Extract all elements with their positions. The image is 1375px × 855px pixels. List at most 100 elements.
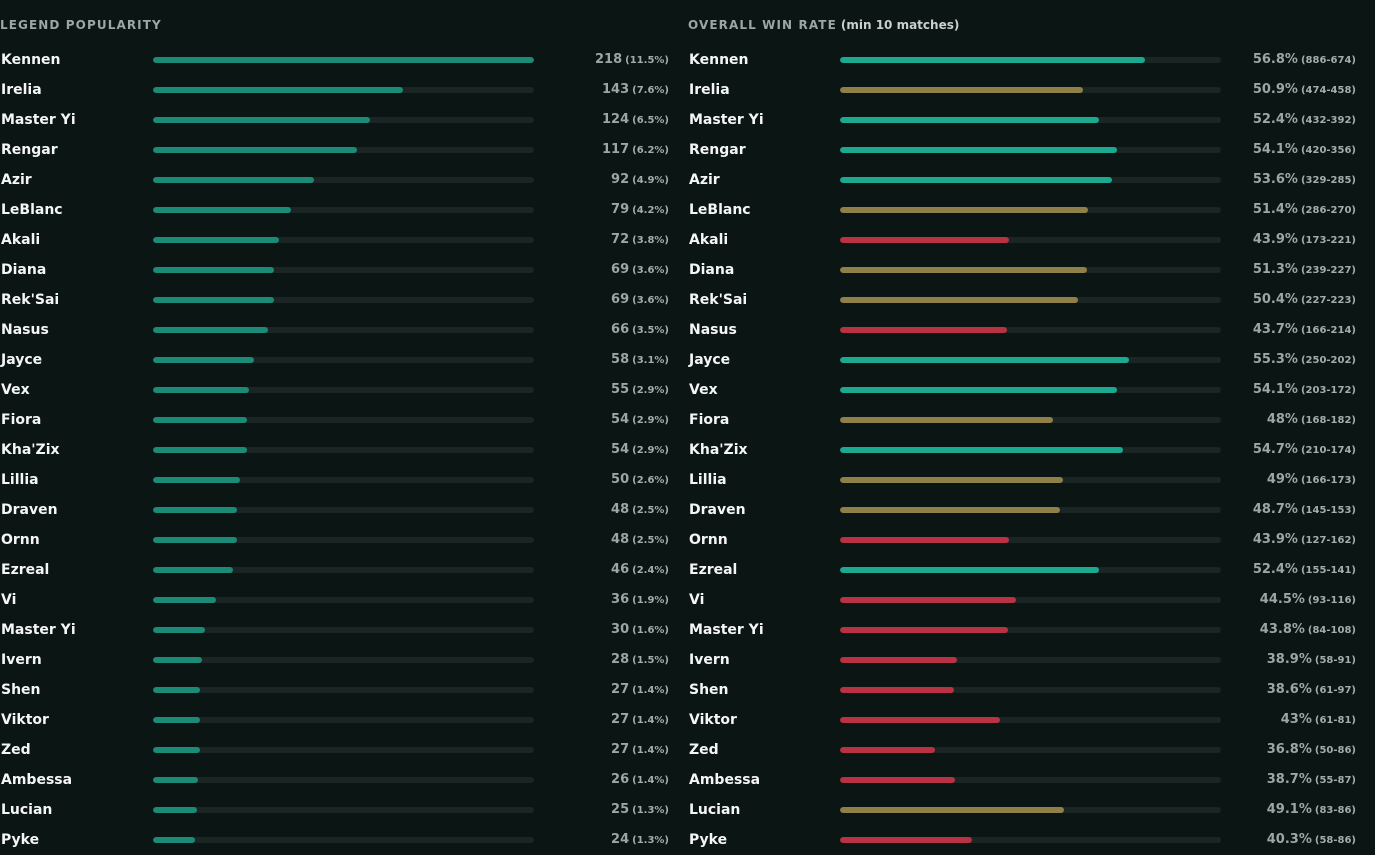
winrate-value: 49.1% (83-86) [1267,801,1356,819]
pick-count: 92 [611,172,630,187]
pick-count: 27 [611,712,630,727]
winrate-bar-track [840,657,1221,663]
legend-name: Irelia [689,82,730,98]
win-rate: 51.3% [1252,262,1298,277]
winrate-value: 38.7% (55-87) [1267,771,1356,789]
popularity-row: Rek'Sai 69 (3.6%) [0,285,675,315]
winrate-bar-track [840,837,1221,843]
win-loss-record: (58-91) [1314,655,1356,666]
popularity-bar-fill [153,387,250,393]
legend-name: LeBlanc [1,202,63,218]
popularity-bar-track [153,447,534,453]
legend-name: Azir [689,172,720,188]
legend-name: Kha'Zix [689,442,748,458]
pick-count: 28 [611,652,630,667]
pick-percent: (2.9%) [632,445,669,456]
pick-count: 54 [611,442,630,457]
winrate-bar-track [840,297,1221,303]
winrate-bar-fill [840,777,955,783]
win-rate: 49.1% [1266,802,1312,817]
popularity-bar-track [153,327,534,333]
pick-count: 30 [611,622,630,637]
popularity-bar-track [153,657,534,663]
winrate-bar-track [840,807,1221,813]
win-rate: 53.6% [1252,172,1298,187]
winrate-bar-fill [840,807,1065,813]
win-loss-record: (50-86) [1314,745,1356,756]
popularity-bar-fill [153,597,216,603]
legend-name: Viktor [689,712,737,728]
popularity-bar-track [153,537,534,543]
legend-name: Lillia [1,472,39,488]
win-rate: 43.9% [1252,532,1298,547]
popularity-bar-fill [153,717,201,723]
popularity-bar-fill [153,777,199,783]
win-rate: 38.7% [1266,772,1312,787]
winrate-bar-fill [840,87,1084,93]
popularity-bar-fill [153,537,237,543]
popularity-row: Ivern 28 (1.5%) [0,645,675,675]
win-rate: 43% [1280,712,1312,727]
popularity-value: 48 (2.5%) [611,531,669,549]
pick-percent: (1.3%) [632,835,669,846]
popularity-list: Kennen 218 (11.5%) Irelia 143 (7.6%) Master Yi… [0,45,675,855]
popularity-bar-fill [153,507,237,513]
winrate-title: OVERALL WIN RATE (min 10 matches) [688,16,959,34]
winrate-row: Jayce 55.3% (250-202) [688,345,1363,375]
pick-percent: (11.5%) [625,55,669,66]
popularity-value: 55 (2.9%) [611,381,669,399]
win-rate: 54.1% [1252,382,1298,397]
popularity-value: 79 (4.2%) [611,201,669,219]
winrate-bar-track [840,747,1221,753]
win-loss-record: (432-392) [1300,115,1356,126]
win-loss-record: (203-172) [1300,385,1356,396]
legend-name: Akali [1,232,41,248]
win-loss-record: (61-81) [1314,715,1356,726]
winrate-value: 55.3% (250-202) [1253,351,1356,369]
winrate-bar-track [840,477,1221,483]
winrate-bar-fill [840,207,1089,213]
legend-name: Nasus [1,322,49,338]
legend-name: Ezreal [689,562,738,578]
pick-percent: (3.5%) [632,325,669,336]
win-loss-record: (286-270) [1300,205,1356,216]
winrate-bar-track [840,357,1221,363]
win-rate: 48.7% [1252,502,1298,517]
popularity-value: 124 (6.5%) [602,111,669,129]
popularity-bar-track [153,417,534,423]
pick-count: 54 [611,412,630,427]
pick-percent: (6.5%) [632,115,669,126]
winrate-value: 54.1% (203-172) [1253,381,1356,399]
pick-count: 25 [611,802,630,817]
popularity-row: Ezreal 46 (2.4%) [0,555,675,585]
popularity-row: Kha'Zix 54 (2.9%) [0,435,675,465]
legend-name: LeBlanc [689,202,751,218]
winrate-row: Lillia 49% (166-173) [688,465,1363,495]
winrate-list: Kennen 56.8% (886-674) Irelia 50.9% (474-458)… [688,45,1363,855]
pick-percent: (3.8%) [632,235,669,246]
win-rate: 44.5% [1259,592,1305,607]
winrate-value: 50.9% (474-458) [1253,81,1356,99]
win-loss-record: (145-153) [1300,505,1356,516]
popularity-bar-fill [153,687,201,693]
winrate-bar-track [840,687,1221,693]
winrate-value: 56.8% (886-674) [1253,51,1356,69]
popularity-bar-track [153,717,534,723]
popularity-bar-track [153,117,534,123]
winrate-row: Fiora 48% (168-182) [688,405,1363,435]
pick-percent: (2.5%) [632,505,669,516]
winrate-value: 36.8% (50-86) [1267,741,1356,759]
winrate-bar-track [840,417,1221,423]
winrate-row: Nasus 43.7% (166-214) [688,315,1363,345]
pick-count: 46 [611,562,630,577]
win-rate: 54.1% [1252,142,1298,157]
pick-count: 36 [611,592,630,607]
winrate-row: Draven 48.7% (145-153) [688,495,1363,525]
winrate-bar-fill [840,837,972,843]
popularity-row: Irelia 143 (7.6%) [0,75,675,105]
winrate-bar-fill [840,447,1124,453]
legend-name: Ivern [689,652,730,668]
legend-name: Master Yi [689,622,764,638]
winrate-row: Diana 51.3% (239-227) [688,255,1363,285]
popularity-bar-fill [153,477,241,483]
